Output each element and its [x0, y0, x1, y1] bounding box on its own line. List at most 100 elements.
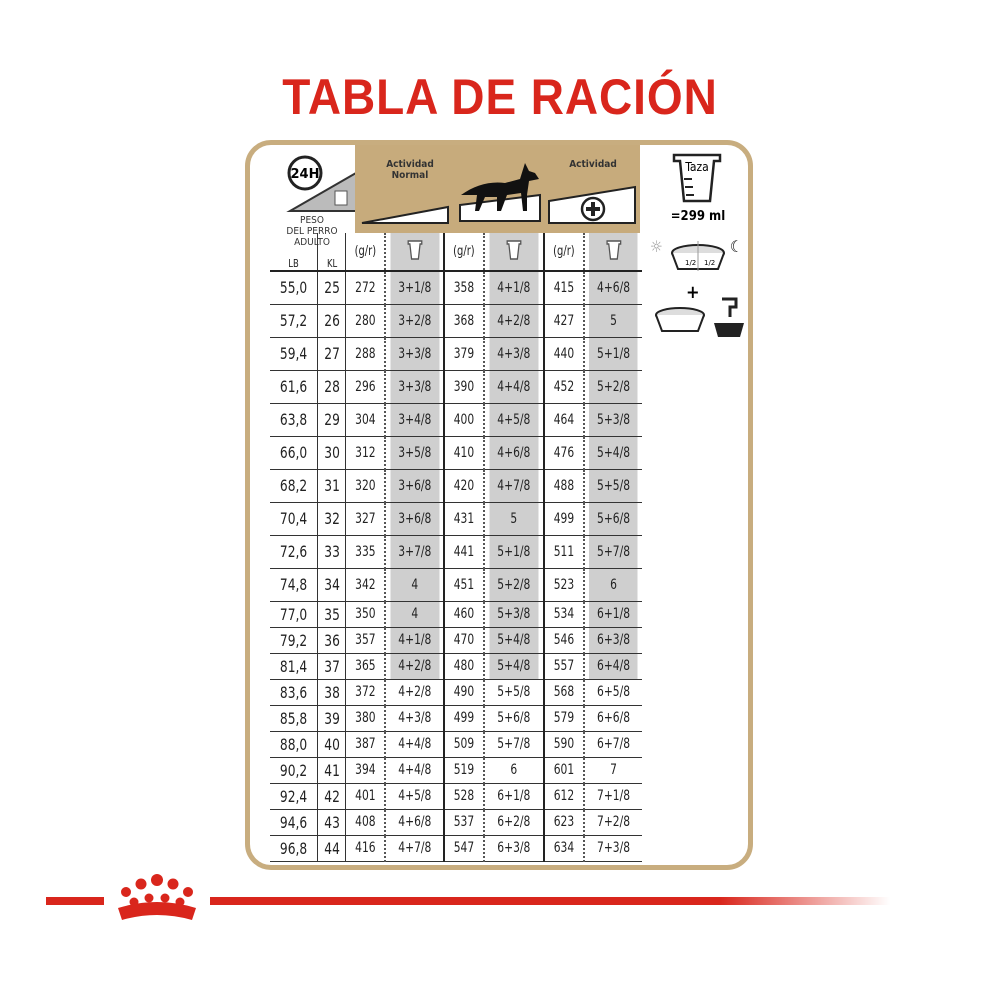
- weight-label-line: PESO: [300, 215, 324, 226]
- activity-plus-label: Actividad: [569, 159, 617, 170]
- medium-cups-cell: 5+6/8: [487, 705, 540, 732]
- normal-grams-cell: 357: [348, 627, 382, 654]
- medium-cups-cell: 5+3/8: [487, 601, 540, 628]
- royal-canin-crown-logo: [118, 874, 196, 920]
- normal-grams-cell: 327: [348, 502, 382, 536]
- high-grams-cell: 499: [546, 502, 581, 536]
- lb-cell: 72,6: [273, 535, 314, 569]
- high-cups-cell: 5+1/8: [587, 337, 638, 371]
- normal-cups-cell: 3+6/8: [388, 502, 440, 536]
- dog-icon: [459, 163, 541, 222]
- table-row: 63,8 29 304 3+4/8 400 4+5/8 464 5+3/8: [270, 403, 642, 437]
- medium-cups-cell: 5+4/8: [487, 653, 540, 680]
- high-grams-cell: 440: [546, 337, 581, 371]
- medium-grams-cell: 390: [446, 370, 482, 404]
- high-cups-cell: 6+1/8: [587, 601, 638, 628]
- grams-header: (g/r): [446, 233, 482, 272]
- normal-cups-cell: 3+4/8: [388, 403, 440, 437]
- normal-cups-cell: 4+3/8: [388, 705, 440, 732]
- lb-cell: 79,2: [273, 627, 314, 654]
- high-cups-cell: 5+5/8: [587, 469, 638, 503]
- table-row: 81,4 37 365 4+2/8 480 5+4/8 557 6+4/8: [270, 653, 642, 680]
- medium-cups-cell: 4+4/8: [487, 370, 540, 404]
- normal-grams-cell: 387: [348, 731, 382, 758]
- table-row: 57,2 26 280 3+2/8 368 4+2/8 427 5: [270, 304, 642, 338]
- weight-label-line: DEL PERRO: [286, 226, 338, 237]
- lb-cell: 57,2: [273, 304, 314, 338]
- table-row: 90,2 41 394 4+4/8 519 6 601 7: [270, 757, 642, 784]
- table-row: 55,0 25 272 3+1/8 358 4+1/8 415 4+6/8: [270, 271, 642, 305]
- lb-header: LB: [273, 233, 314, 272]
- cup-icon: [605, 239, 621, 260]
- high-grams-cell: 590: [546, 731, 581, 758]
- normal-cups-cell: 4+2/8: [388, 653, 440, 680]
- kl-cell: 40: [319, 731, 345, 758]
- high-grams-cell: 568: [546, 679, 581, 706]
- lb-cell: 83,6: [273, 679, 314, 706]
- activity-normal-label: Actividad: [386, 159, 434, 170]
- low-activity-ramp-icon: [361, 205, 449, 224]
- normal-grams-cell: 350: [348, 601, 382, 628]
- high-cups-cell: 6+7/8: [587, 731, 638, 758]
- medium-cups-cell: 5+2/8: [487, 568, 540, 602]
- moon-icon: ☾: [730, 237, 743, 256]
- lb-cell: 92,4: [273, 783, 314, 810]
- grams-header: (g/r): [546, 233, 581, 272]
- medium-grams-cell: 441: [446, 535, 482, 569]
- kl-cell: 26: [319, 304, 345, 338]
- medium-cups-cell: 4+5/8: [487, 403, 540, 437]
- lb-cell: 81,4: [273, 653, 314, 680]
- normal-cups-cell: 4+4/8: [388, 731, 440, 758]
- high-cups-cell: 6+5/8: [587, 679, 638, 706]
- medium-cups-cell: 6+3/8: [487, 835, 540, 862]
- high-grams-cell: 452: [546, 370, 581, 404]
- high-cups-cell: 7+1/8: [587, 783, 638, 810]
- cup-header: [487, 233, 540, 272]
- high-grams-cell: 427: [546, 304, 581, 338]
- normal-grams-cell: 272: [348, 271, 382, 305]
- normal-cups-cell: 4+5/8: [388, 783, 440, 810]
- activity-normal-label: Normal: [391, 170, 429, 181]
- high-grams-cell: 612: [546, 783, 581, 810]
- normal-grams-cell: 394: [348, 757, 382, 784]
- medium-grams-cell: 358: [446, 271, 482, 305]
- medium-grams-cell: 379: [446, 337, 482, 371]
- ration-table: LB KL (g/r) (g/r) (g/r) 55,0 25 272 3+1/8 358 4+1/…: [270, 233, 642, 862]
- brand-line: [46, 897, 104, 905]
- medium-cups-cell: 6: [487, 757, 540, 784]
- table-row: 94,6 43 408 4+6/8 537 6+2/8 623 7+2/8: [270, 809, 642, 836]
- normal-grams-cell: 416: [348, 835, 382, 862]
- kl-cell: 29: [319, 403, 345, 437]
- high-grams-cell: 415: [546, 271, 581, 305]
- high-grams-cell: 579: [546, 705, 581, 732]
- kl-cell: 27: [319, 337, 345, 371]
- normal-cups-cell: 4: [388, 601, 440, 628]
- split-bowl-icon: 1/2 1/2: [671, 241, 725, 271]
- bowl-half-label: 1/2: [685, 259, 696, 267]
- high-cups-cell: 6+4/8: [587, 653, 638, 680]
- high-grams-cell: 488: [546, 469, 581, 503]
- kl-cell: 44: [319, 835, 345, 862]
- normal-cups-cell: 3+7/8: [388, 535, 440, 569]
- high-grams-cell: 601: [546, 757, 581, 784]
- normal-grams-cell: 288: [348, 337, 382, 371]
- normal-grams-cell: 401: [348, 783, 382, 810]
- kl-cell: 41: [319, 757, 345, 784]
- normal-grams-cell: 380: [348, 705, 382, 732]
- medium-cups-cell: 5: [487, 502, 540, 536]
- medium-grams-cell: 431: [446, 502, 482, 536]
- kl-cell: 28: [319, 370, 345, 404]
- normal-cups-cell: 4+7/8: [388, 835, 440, 862]
- lb-cell: 94,6: [273, 809, 314, 836]
- medium-grams-cell: 528: [446, 783, 482, 810]
- medium-grams-cell: 490: [446, 679, 482, 706]
- medium-grams-cell: 451: [446, 568, 482, 602]
- column-header-row: LB KL (g/r) (g/r) (g/r): [270, 233, 642, 272]
- plus-icon: +: [686, 282, 700, 303]
- normal-cups-cell: 4+2/8: [388, 679, 440, 706]
- lb-cell: 66,0: [273, 436, 314, 470]
- lb-cell: 85,8: [273, 705, 314, 732]
- 24h-clock-icon: 24H: [286, 155, 357, 212]
- side-legend: Taza =299 ml ☼ ☾ 1/2 1/2 +: [642, 145, 748, 345]
- lb-cell: 74,8: [273, 568, 314, 602]
